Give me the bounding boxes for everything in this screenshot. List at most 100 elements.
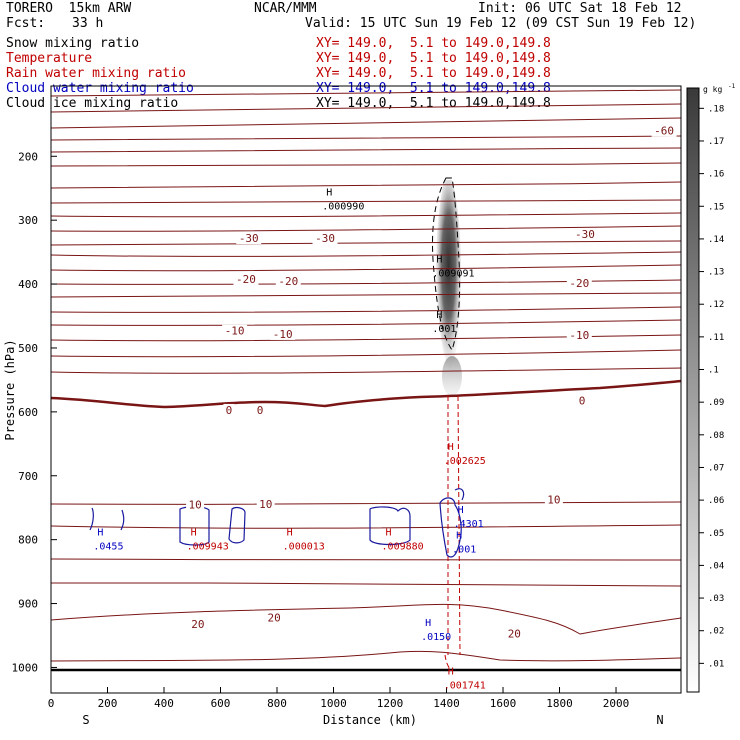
valid-time: Valid: 15 UTC Sun 19 Feb 12 (09 CST Sun … (305, 16, 697, 31)
max-marker-h: H (458, 505, 464, 516)
temp-contour-label: -10 (569, 329, 589, 342)
max-marker-value: .0455 (93, 541, 123, 552)
y-axis: 200 300 400 500 600 700 800 900 1000 (12, 150, 57, 674)
temp-contour-label: 10 (259, 498, 272, 511)
freezing-level-contour (50, 379, 682, 409)
fcst-value: 33 h (72, 16, 104, 31)
colorbar-unit: g kg (703, 85, 722, 94)
field-rain-name: Rain water mixing ratio (6, 66, 187, 81)
max-marker-h: H (448, 667, 454, 678)
temp-contour-label: 20 (268, 612, 281, 625)
field-cloudwater-name: Cloud water mixing ratio (6, 81, 194, 96)
max-marker-h: H (456, 531, 462, 542)
y-tick-label: 600 (18, 406, 38, 419)
colorbar-tick-label: .16 (708, 170, 724, 180)
temperature-contours (50, 89, 682, 662)
max-marker-h: H (97, 527, 103, 538)
x-tick-label: 1600 (490, 697, 517, 710)
field-snow-name: Snow mixing ratio (6, 36, 140, 51)
colorbar-tick-label: .05 (708, 529, 724, 539)
colorbar-tick-label: .04 (708, 561, 724, 571)
temp-contour-label: -30 (239, 232, 259, 245)
max-marker-value: .4301 (454, 519, 484, 530)
temp-label-bg (572, 228, 598, 241)
colorbar-tick-label: .17 (708, 137, 724, 147)
temp-label-bg (270, 327, 296, 340)
y-tick-label: 800 (18, 534, 38, 547)
temp-contour-label: -20 (569, 277, 589, 290)
temp-contour-label: 0 (257, 404, 264, 417)
colorbar-tick-label: .1 (708, 366, 719, 376)
field-temp-xy: XY= 149.0, 5.1 to 149.0,149.8 (316, 51, 551, 66)
x-tick-label: 1400 (433, 697, 460, 710)
field-temp-name: Temperature (6, 51, 93, 66)
colorbar-tick-label: .13 (708, 268, 724, 278)
temp-contour-label: 20 (508, 628, 521, 641)
temp-contour-label: -20 (236, 273, 256, 286)
temperature-labels: -60 -30 -30 -30 -20 -20 -20 -10 -10 -10 0 0 0 10 10 10 2… (186, 124, 677, 641)
x-tick-label: 400 (154, 697, 174, 710)
temp-label-bg (576, 394, 588, 407)
temp-contour-label: -10 (225, 325, 245, 338)
y-tick-label: 500 (18, 342, 38, 355)
max-marker-value: .001741 (444, 681, 486, 692)
temp-contour-label: 0 (579, 394, 586, 407)
max-marker-h: H (191, 527, 197, 538)
x-tick-label: 1200 (377, 697, 404, 710)
max-marker-value: .002625 (444, 456, 486, 467)
colorbar-tick-label: .08 (708, 431, 724, 441)
temp-contour-label: -20 (278, 275, 298, 288)
right-end-label: N (656, 713, 663, 727)
cloud-ice-contour (432, 177, 461, 352)
y-tick-label: 200 (18, 150, 38, 163)
model-title: TORERO 15km ARW (6, 1, 132, 16)
temp-contour-label: 10 (188, 499, 201, 512)
max-marker-h: H (425, 618, 431, 629)
temp-contour-label: -30 (315, 232, 335, 245)
y-tick-label: 400 (18, 278, 38, 291)
temp-label-bg (505, 627, 524, 640)
x-axis: 0 200 400 600 800 1000 1200 1400 1600 1800 2000 (48, 687, 630, 710)
max-marker-h: H (326, 187, 332, 198)
temp-label-bg (236, 232, 262, 245)
temp-label-bg (544, 493, 563, 506)
max-marker-h: H (436, 310, 442, 321)
y-tick-label: 900 (18, 598, 38, 611)
colorbar-tick-label: .03 (708, 594, 724, 604)
colorbar-tick-label: .15 (708, 202, 724, 212)
rain-water-contours (444, 395, 461, 671)
x-tick-label: 2000 (603, 697, 630, 710)
colorbar (686, 87, 700, 693)
temp-label-bg (188, 617, 207, 630)
max-marker-value: .009880 (382, 541, 424, 552)
max-marker-value: .000990 (322, 201, 364, 212)
snow-shading-tail (442, 356, 462, 396)
colorbar-tick-label: .12 (708, 300, 724, 310)
temp-contour-label: 10 (547, 493, 560, 506)
temp-contour-label: -30 (575, 228, 595, 241)
snow-shading-core (435, 180, 462, 370)
y-tick-label: 1000 (12, 661, 39, 674)
colorbar-ticks: .01 .02 .03 .04 .05 .06 .07 .08 .09 .1 .11 .12 .13 .1… (699, 104, 724, 669)
x-tick-label: 800 (267, 697, 287, 710)
temp-label-bg (275, 274, 301, 287)
cloud-water-contours (89, 488, 465, 558)
max-marker-value: .000013 (283, 541, 325, 552)
temp-label-bg (186, 498, 205, 511)
temp-label-bg (265, 611, 284, 624)
temp-label-bg (223, 403, 235, 416)
max-marker-value: .009091 (432, 269, 474, 280)
colorbar-tick-label: .07 (708, 463, 724, 473)
x-tick-label: 1000 (320, 697, 347, 710)
temp-contour-label: 20 (191, 618, 204, 631)
max-markers: H .000990 H .009091 H .001 H .002625 H .000013 H .0… (93, 187, 485, 691)
colorbar-tick-label: .06 (708, 496, 724, 506)
x-tick-label: 200 (98, 697, 118, 710)
plot-frame (50, 85, 682, 694)
x-tick-label: 600 (211, 697, 231, 710)
max-marker-value: .001 (452, 545, 476, 556)
temp-contour-label: -10 (273, 328, 293, 341)
colorbar-tick-label: .01 (708, 659, 724, 669)
temp-contour-label: 0 (226, 404, 233, 417)
